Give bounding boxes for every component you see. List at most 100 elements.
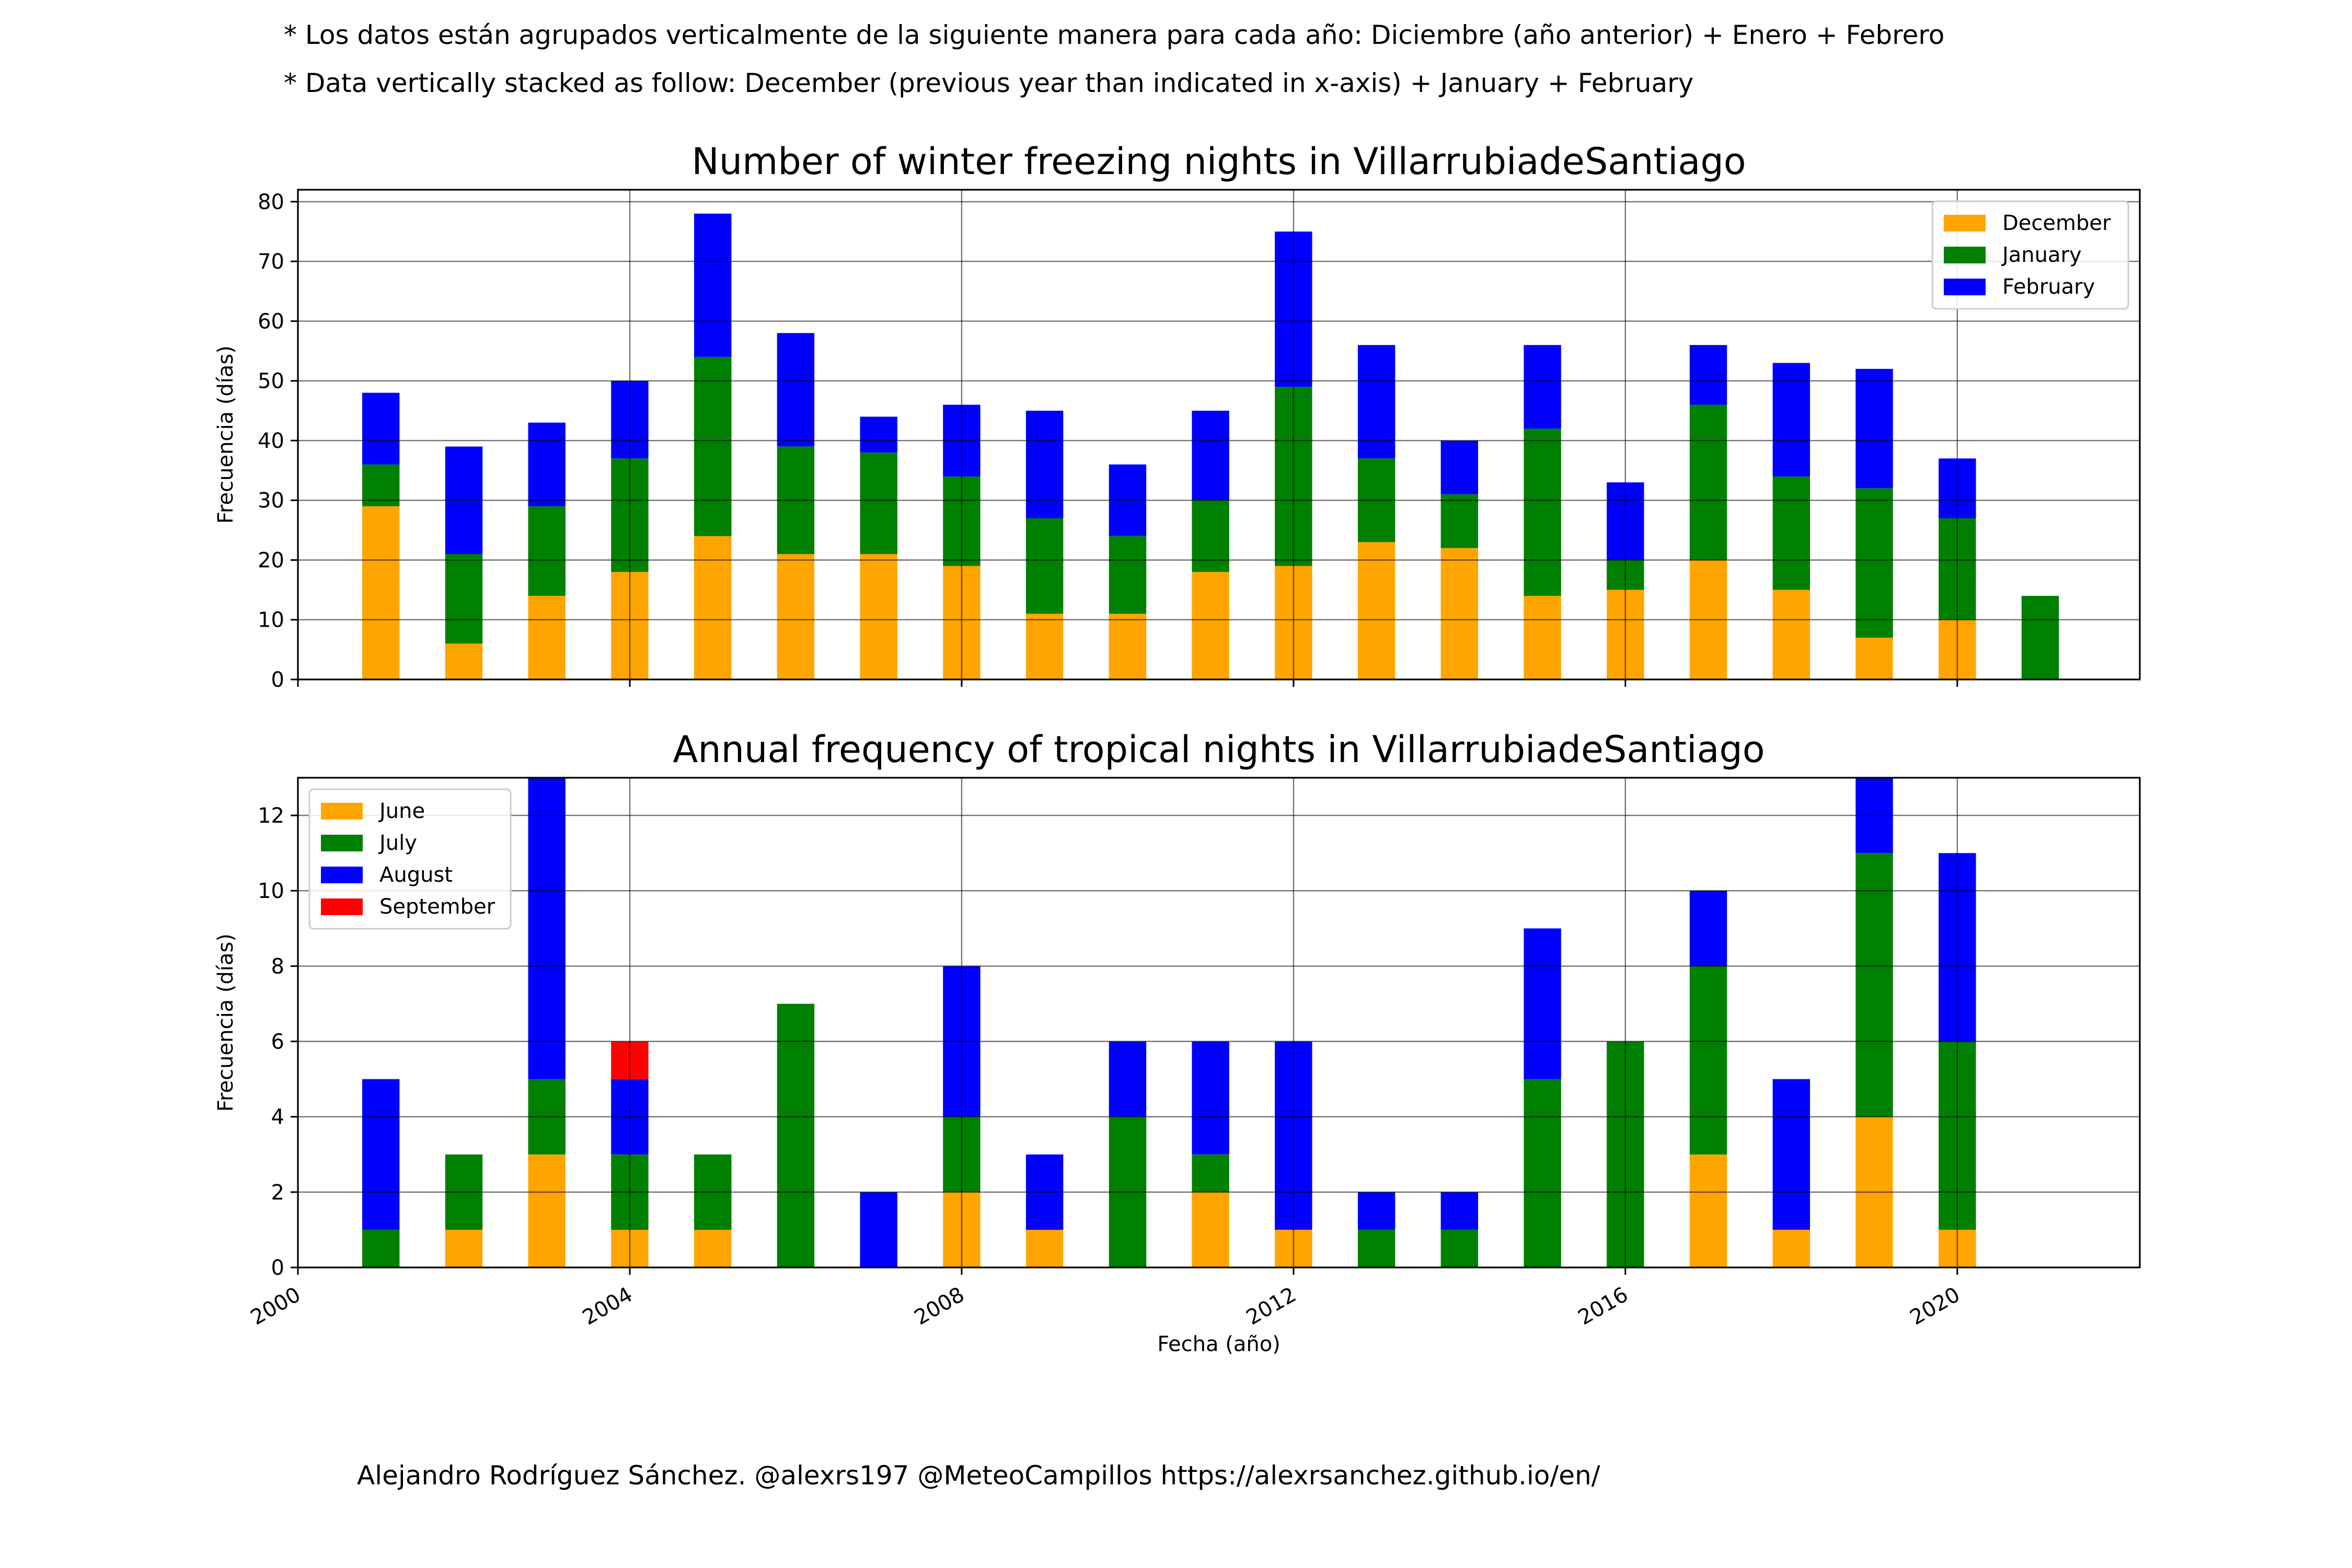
bar-2002-june — [445, 1229, 483, 1267]
bar-2006-february — [777, 333, 815, 447]
bar-2011-july — [1192, 1154, 1229, 1192]
bar-2018-june — [1772, 1229, 1810, 1267]
bar-2021-january — [2021, 596, 2059, 679]
chart-title: Annual frequency of tropical nights in V… — [673, 728, 1765, 771]
plot-frame — [297, 189, 2141, 681]
y-tick-label: 60 — [258, 309, 284, 333]
legend-swatch-february — [1944, 279, 1986, 295]
x-tick-label: 2008 — [910, 1283, 969, 1330]
y-tick-label: 8 — [271, 954, 284, 978]
bar-2015-july — [1524, 1079, 1561, 1267]
legend-swatch-july — [321, 835, 363, 851]
bar-2009-february — [1025, 410, 1064, 518]
bar-2013-july — [1357, 1229, 1396, 1267]
bar-2005-june — [694, 1229, 732, 1267]
bar-2006-december — [777, 554, 815, 679]
legend-label-june: June — [378, 799, 425, 823]
y-tick-label: 10 — [258, 879, 284, 903]
bar-2007-february — [860, 417, 897, 453]
bar-2005-february — [694, 213, 732, 357]
bar-2007-january — [860, 452, 897, 555]
legend-label-august: August — [379, 863, 453, 887]
bar-2005-january — [694, 357, 732, 536]
legend-swatch-september — [321, 898, 363, 915]
y-tick-label: 12 — [258, 804, 284, 828]
bar-2017-january — [1689, 405, 1727, 560]
bar-2001-august — [362, 1079, 400, 1230]
bar-2019-july — [1855, 853, 1893, 1117]
y-tick-label: 0 — [271, 1256, 284, 1280]
bar-2010-december — [1109, 614, 1147, 679]
bar-2014-february — [1440, 440, 1478, 494]
bar-2002-december — [445, 643, 483, 679]
legend-label-february: February — [2002, 275, 2095, 299]
bar-2007-august — [860, 1192, 897, 1267]
legend-swatch-august — [321, 867, 363, 883]
legend-swatch-december — [1944, 215, 1986, 232]
bar-2003-february — [528, 422, 566, 506]
bar-2001-december — [362, 506, 400, 679]
bar-2001-july — [362, 1229, 400, 1267]
legend-label-july: July — [378, 831, 417, 855]
bar-2017-august — [1689, 891, 1727, 966]
bar-2003-june — [528, 1154, 566, 1267]
y-tick-label: 2 — [271, 1181, 284, 1205]
bar-2018-january — [1772, 476, 1810, 590]
note-english: * Data vertically stacked as follow: Dec… — [284, 68, 1693, 98]
x-tick-label: 2020 — [1906, 1283, 1964, 1330]
y-tick-label: 0 — [271, 668, 284, 692]
bar-2009-december — [1025, 614, 1064, 679]
bar-2018-december — [1772, 590, 1810, 679]
y-tick-label: 30 — [258, 489, 284, 513]
bar-2017-july — [1689, 966, 1727, 1155]
bar-2009-june — [1025, 1229, 1064, 1267]
y-tick-label: 10 — [258, 608, 284, 632]
bar-2006-july — [777, 1004, 815, 1267]
bar-2015-february — [1524, 345, 1561, 429]
freezing-nights-chart: 0 10 20 30 40 50 60 70 80 Number of winter freezi… — [214, 140, 2141, 692]
y-tick-label: 6 — [271, 1030, 284, 1054]
bar-2014-august — [1440, 1192, 1478, 1230]
y-tick-label: 80 — [258, 190, 284, 214]
y-tick-label: 20 — [258, 549, 284, 573]
bar-2011-december — [1192, 572, 1229, 679]
bar-2015-january — [1524, 429, 1561, 596]
bar-2013-december — [1357, 542, 1396, 679]
legend-label-september: September — [379, 895, 495, 919]
bar-2017-june — [1689, 1154, 1727, 1267]
bar-2013-august — [1357, 1192, 1396, 1230]
bar-2011-january — [1192, 500, 1229, 572]
bar-2014-december — [1440, 548, 1478, 679]
x-axis-label: Fecha (año) — [1157, 1332, 1281, 1356]
legend-box — [308, 788, 512, 930]
x-tick-label: 2012 — [1242, 1283, 1300, 1330]
y-axis-label: Frecuencia (días) — [214, 933, 238, 1112]
bar-2014-january — [1440, 494, 1478, 548]
y-tick-label: 40 — [258, 429, 284, 453]
bar-2019-december — [1855, 638, 1893, 679]
plot-frame — [297, 777, 2141, 1269]
note-spanish: * Los datos están agrupados verticalment… — [284, 20, 1944, 50]
bar-2019-january — [1855, 488, 1893, 638]
legend-label-december: December — [2002, 211, 2111, 235]
y-tick-label: 70 — [258, 250, 284, 274]
bar-2003-january — [528, 506, 566, 596]
legend-label-january: January — [2001, 243, 2082, 267]
bar-2011-august — [1192, 1041, 1229, 1155]
y-tick-label: 4 — [271, 1105, 284, 1129]
chart-title: Number of winter freezing nights in Vill… — [691, 140, 1746, 183]
bar-2019-february — [1855, 368, 1893, 489]
bar-2013-february — [1357, 345, 1396, 459]
bar-2015-december — [1524, 596, 1561, 679]
bar-2014-july — [1440, 1229, 1478, 1267]
x-tick-label: 2016 — [1574, 1283, 1632, 1330]
x-tick-label: 2004 — [579, 1283, 637, 1330]
bar-2018-august — [1772, 1079, 1810, 1230]
bar-2015-august — [1524, 928, 1561, 1079]
bar-2002-january — [445, 554, 483, 644]
x-tick-label: 2000 — [247, 1283, 305, 1330]
footer-credit: Alejandro Rodríguez Sánchez. @alexrs197 … — [357, 1460, 1600, 1491]
legend-swatch-january — [1944, 247, 1986, 263]
bar-2018-february — [1772, 363, 1810, 477]
